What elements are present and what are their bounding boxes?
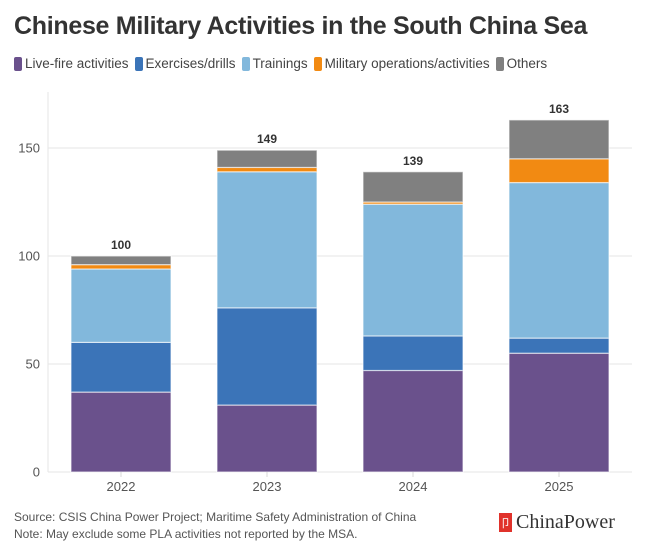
bar-segment-exercises-drills-2023 [216,307,318,406]
footer: Source: CSIS China Power Project; Mariti… [14,509,416,543]
bar-total-label: 149 [257,132,277,146]
bar-segment-military-operations-activities-2022 [70,264,172,270]
bar-segment-exercises-drills-2025 [508,337,610,354]
bar-segment-exercises-drills-2024 [362,335,464,372]
bar-segment-trainings-2023 [216,171,318,309]
bar-total-label: 100 [111,238,131,252]
y-tick-label: 100 [18,249,40,264]
bar-segment-trainings-2025 [508,181,610,339]
bar-segment-exercises-drills-2022 [70,341,172,393]
brand-name: ChinaPower [516,511,615,533]
legend-swatch-trainings [241,56,250,71]
x-tick-label: 2023 [253,479,282,494]
bar-total-label: 139 [403,154,423,168]
legend-item-military-operations: Military operations/activities [313,56,490,71]
bar-segment-live-fire-activities-2022 [70,391,172,473]
bar-segment-military-operations-activities-2025 [508,158,610,184]
y-tick-label: 0 [33,465,40,480]
legend-label: Military operations/activities [324,56,490,71]
stacked-bar-chart: 0 50 100 150 100 2022 149 2023 139 2024 163 2025 [18,92,632,494]
bar-segment-others-2024 [362,171,464,203]
legend-label: Live-fire activities [25,56,129,71]
source-note: Source: CSIS China Power Project; Mariti… [14,510,417,524]
chinapower-logo-icon: 卩 [499,513,512,532]
y-tick-label: 50 [26,357,40,372]
bar-segment-live-fire-activities-2023 [216,404,318,473]
legend-swatch-military-operations [313,56,322,71]
legend-item-others: Others [495,56,548,71]
legend-item-live-fire: Live-fire activities [14,56,129,71]
legend: Live-fire activities Exercises/drills Tr… [14,56,553,71]
legend-swatch-others [495,56,504,71]
x-tick-label: 2022 [107,479,136,494]
legend-label: Others [506,56,548,71]
legend-swatch-exercises [134,56,143,71]
bar-segment-trainings-2022 [70,268,172,344]
disclaimer-note: Note: May exclude some PLA activities no… [14,527,358,541]
chart-title: Chinese Military Activities in the South… [14,12,588,40]
bar-segment-live-fire-activities-2025 [508,352,610,473]
bar-segment-others-2023 [216,149,318,169]
legend-item-exercises: Exercises/drills [134,56,236,71]
legend-label: Trainings [252,56,308,71]
x-tick-label: 2025 [545,479,574,494]
bar-segment-live-fire-activities-2024 [362,369,464,473]
x-tick-label: 2024 [399,479,428,494]
legend-label: Exercises/drills [145,56,236,71]
bar-total-label: 163 [549,102,569,116]
bar-segment-others-2022 [70,255,172,266]
legend-item-trainings: Trainings [241,56,308,71]
bar-segment-others-2025 [508,119,610,160]
y-tick-label: 150 [18,141,40,156]
legend-swatch-live-fire [14,56,22,71]
brand-logo: 卩 ChinaPower [499,511,615,534]
bar-segment-trainings-2024 [362,203,464,337]
bar-segment-military-operations-activities-2023 [216,166,318,173]
